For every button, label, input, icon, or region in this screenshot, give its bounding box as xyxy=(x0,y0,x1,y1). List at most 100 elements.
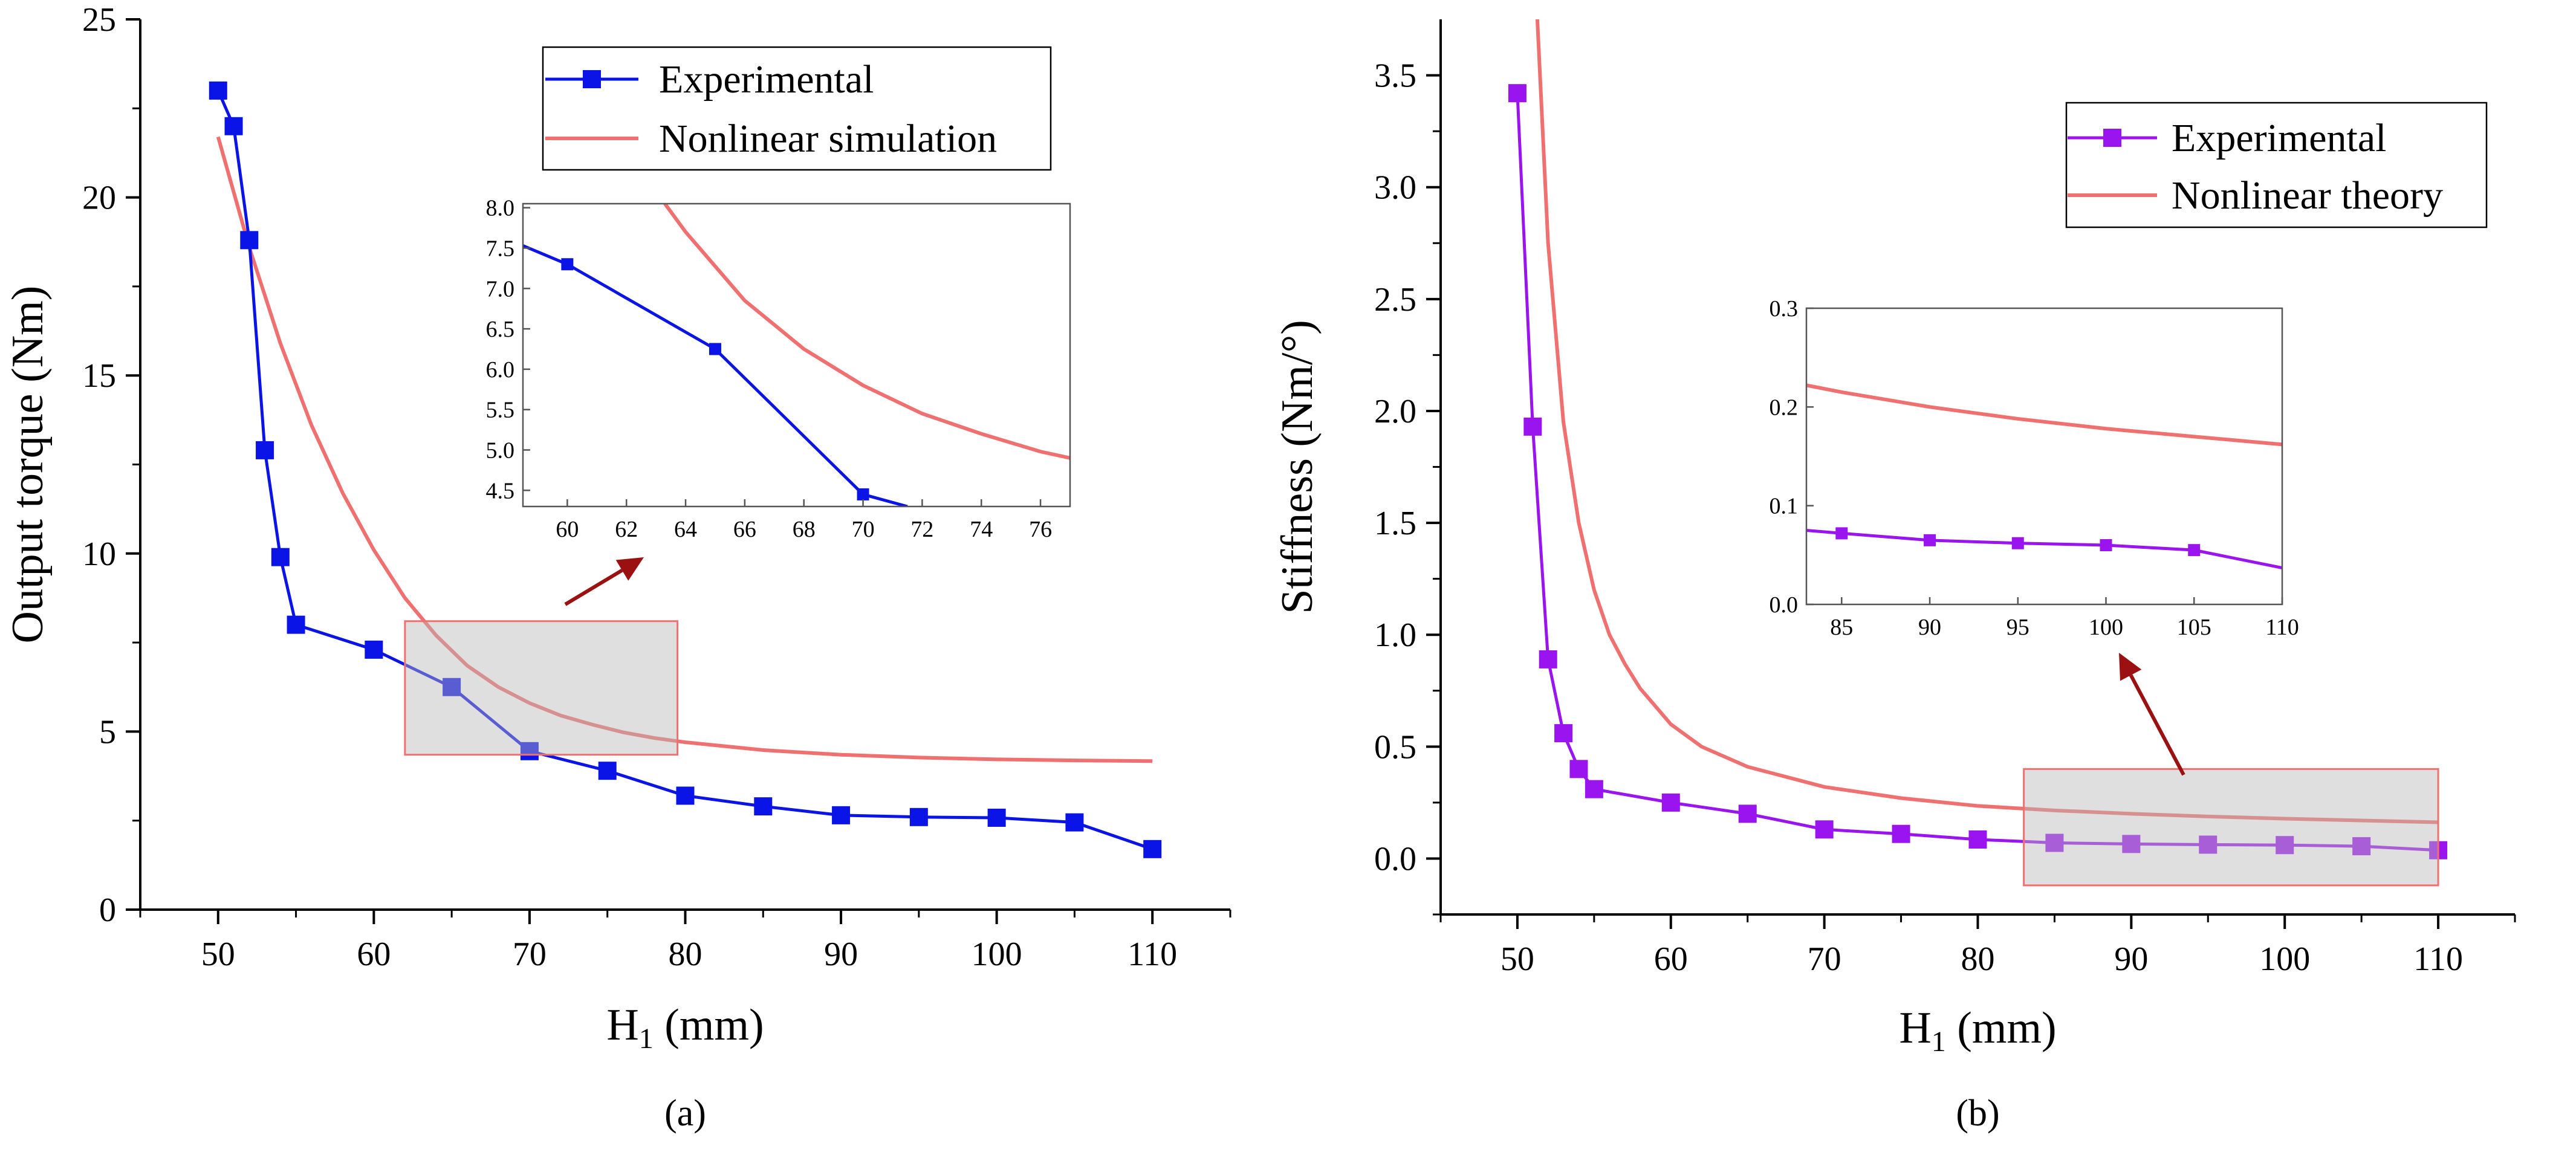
panel-b-experimental-point xyxy=(1508,84,1526,103)
panel-a-y-axis-title: Output torque (Nm) xyxy=(3,286,53,644)
panel-a-inset-experimental-point xyxy=(561,258,574,271)
panel-b-y-tick-label: 1.0 xyxy=(1374,616,1416,654)
panel-b-x-tick-label: 60 xyxy=(1654,940,1688,978)
panel-b-x-tick-label: 80 xyxy=(1961,940,1995,978)
panel-a-experimental-point xyxy=(676,786,695,805)
panel-a-inset-experimental-point xyxy=(709,343,721,355)
panel-a-x-tick-label: 50 xyxy=(201,936,235,973)
panel-a-y-tick-label: 0 xyxy=(99,892,116,929)
panel-b-x-tick-label: 50 xyxy=(1501,940,1534,978)
panel-a-x-tick-label: 60 xyxy=(357,936,391,973)
panel-b-zoom-arrow-head xyxy=(2119,653,2142,681)
panel-b-zoom-arrow-shaft xyxy=(2129,674,2185,776)
panel-a-inset-y-tick-label: 4.5 xyxy=(486,478,515,503)
panel-b-zoom-region-box xyxy=(2023,768,2439,887)
panel-a-inset-y-tick-label: 6.5 xyxy=(486,317,515,342)
panel-a-zoom-region-box xyxy=(404,620,679,756)
panel-b-x-axis-title: H1 (mm) xyxy=(1899,1003,2056,1058)
panel-a-y-tick-label: 20 xyxy=(82,180,116,217)
panel-a-inset-x-tick-label: 74 xyxy=(970,517,993,542)
panel-a-experimental-point xyxy=(209,81,227,100)
panel-a-caption: (a) xyxy=(664,1093,706,1134)
panel-b-experimental-point xyxy=(1968,830,1987,849)
panel-a-inset-plot-area xyxy=(523,204,1070,506)
panel-b-experimental-point xyxy=(1569,760,1588,778)
panel-b-x-axis-title-unit: (mm) xyxy=(1946,1003,2057,1053)
panel-b-inset-x-tick-label: 95 xyxy=(2007,615,2029,640)
panel-b-x-tick-label: 100 xyxy=(2259,940,2310,978)
panel-a-experimental-point xyxy=(832,806,851,824)
panel-b-inset-y-tick-label: 0.2 xyxy=(1770,395,1799,420)
panel-a-y-tick-label: 5 xyxy=(99,713,116,751)
panel-b-inset-x-tick-label: 100 xyxy=(2089,615,2123,640)
panel-b-inset-y-tick-label: 0.0 xyxy=(1770,592,1799,618)
panel-a-experimental-point xyxy=(256,441,274,459)
panel-a-output-torque-chart: 50 60 70 80 90 100 110 0 5 10 15 20 25 Output torque … xyxy=(3,1,1231,1134)
panel-b-experimental-point xyxy=(1892,824,1910,843)
panel-a-inset-y-tick-label: 5.0 xyxy=(486,438,515,463)
panel-a-y-tick-label: 10 xyxy=(82,536,116,573)
panel-b-experimental-point xyxy=(1554,724,1573,743)
panel-b-legend-experimental-marker xyxy=(2103,129,2121,147)
panel-a-x-tick-label: 70 xyxy=(513,936,547,973)
panel-b-x-tick-label: 90 xyxy=(2114,940,2148,978)
panel-a-y-tick-label: 15 xyxy=(82,357,116,395)
panel-a-x-axis-title-symbol: H xyxy=(606,1000,638,1050)
panel-a-zoom-arrow-head xyxy=(615,557,644,581)
panel-b-legend-box xyxy=(2065,102,2488,228)
panel-b-y-tick-label: 2.0 xyxy=(1374,393,1416,430)
panel-b-inset-plot-area xyxy=(1806,383,2282,570)
panel-b-inset-experimental-point xyxy=(2100,539,2112,551)
panel-b-experimental-point xyxy=(2045,833,2064,852)
panel-a-experimental-point xyxy=(1065,813,1084,832)
panel-a-inset-y-tick-label: 8.0 xyxy=(486,196,515,221)
panel-a-inset-y-tick-label: 7.0 xyxy=(486,276,515,302)
panel-b-inset-experimental-point xyxy=(1924,534,1936,546)
panel-a-inset-x-tick-label: 60 xyxy=(556,517,579,542)
panel-a-inset-y-tick-label: 7.5 xyxy=(486,236,515,261)
panel-b-inset-simulation-line xyxy=(1806,383,2282,447)
panel-b-y-tick-label: 1.5 xyxy=(1374,505,1416,542)
panel-a-experimental-point xyxy=(1143,840,1162,858)
panel-a-inset-experimental-point xyxy=(857,488,869,500)
panel-a-inset-x-tick-label: 62 xyxy=(615,517,638,542)
panel-b-inset-experimental-point xyxy=(2011,537,2024,549)
panel-b-experimental-point xyxy=(2276,836,2294,855)
panel-a-experimental-point xyxy=(365,640,383,659)
panel-a-series-simulation-line xyxy=(216,136,1153,763)
panel-b-x-axis-title-subscript: 1 xyxy=(1932,1026,1946,1058)
panel-b-inset-experimental-point xyxy=(2188,544,2201,557)
panel-a-experimental-point xyxy=(443,678,461,696)
panel-a-inset-frame xyxy=(522,202,1071,508)
panel-b-stiffness-chart: 50 60 70 80 90 100 110 0.0 0.5 1.0 1.5 2.0 2.5 3.0 3.5… xyxy=(1273,19,2516,1134)
panel-b-x-tick-label: 70 xyxy=(1808,940,1841,978)
panel-a-experimental-point xyxy=(754,797,773,816)
panel-b-y-axis-title: Stiffness (Nm/°) xyxy=(1273,320,1322,614)
panel-b-inset-y-tick-label: 0.1 xyxy=(1770,494,1799,519)
panel-b-y-tick-label: 3.5 xyxy=(1374,57,1416,95)
panel-a-inset-simulation-line xyxy=(663,204,1070,460)
panel-a-zoom-arrow-shaft xyxy=(564,569,623,606)
panel-b-y-tick-label: 3.0 xyxy=(1374,169,1416,207)
panel-b-experimental-point xyxy=(1815,820,1834,839)
panel-a-inset-x-tick-label: 64 xyxy=(674,517,697,542)
panel-b-experimental-point xyxy=(1738,804,1757,823)
panel-b-inset-x-tick-label: 105 xyxy=(2177,615,2211,640)
panel-a-y-tick-label: 25 xyxy=(82,1,116,39)
panel-a-inset-x-tick-label: 72 xyxy=(910,517,933,542)
panel-a-legend-experimental-label: Experimental xyxy=(659,57,874,102)
panel-a-experimental-point xyxy=(520,742,539,760)
panel-a-inset-x-tick-label: 70 xyxy=(852,517,875,542)
panel-b-caption: (b) xyxy=(1956,1093,1999,1134)
panel-a-x-axis-title: H1 (mm) xyxy=(606,1000,764,1055)
panel-b-inset-x-tick-label: 90 xyxy=(1918,615,1941,640)
panel-a-experimental-point xyxy=(271,548,290,566)
panel-a-legend-simulation-label: Nonlinear simulation xyxy=(659,117,997,161)
panel-a-inset-x-tick-label: 66 xyxy=(733,517,756,542)
panel-b-experimental-point xyxy=(1523,417,1542,436)
panel-a-legend-box xyxy=(542,46,1052,171)
panel-a-inset-x-tick-label: 76 xyxy=(1029,517,1052,542)
panel-b-inset-experimental-point xyxy=(1835,527,1848,540)
panel-a-experimental-point xyxy=(287,615,305,634)
